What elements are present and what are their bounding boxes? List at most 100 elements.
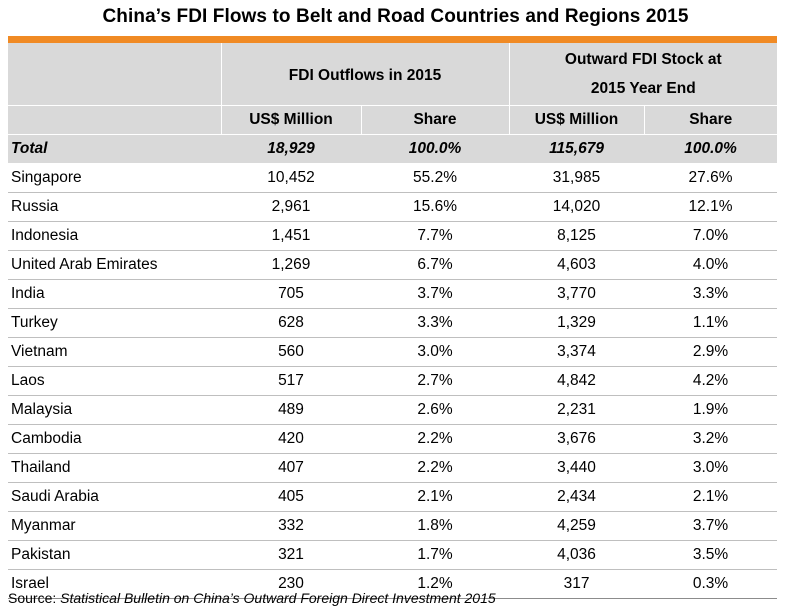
outflow-share-cell: 2.7% [361, 366, 510, 396]
stock-share-cell: 4.0% [644, 250, 778, 280]
table-row: Singapore 10,452 55.2% 31,985 27.6% [8, 163, 778, 193]
total-outflow: 18,929 [221, 134, 361, 164]
country-cell: Vietnam [8, 337, 221, 367]
stock-cell: 31,985 [509, 163, 645, 193]
outflow-share-cell: 3.0% [361, 337, 510, 367]
stock-share-cell: 7.0% [644, 221, 778, 251]
total-outflow-share: 100.0% [361, 134, 510, 164]
outflow-cell: 1,451 [221, 221, 361, 251]
outflow-share-cell: 2.2% [361, 424, 510, 454]
outflow-share-cell: 2.2% [361, 453, 510, 483]
outflow-share-cell: 3.7% [361, 279, 510, 309]
country-cell: Israel [8, 569, 221, 599]
outflow-share-cell: 2.1% [361, 482, 510, 512]
accent-bar [8, 36, 777, 43]
country-cell: Myanmar [8, 511, 221, 541]
stock-share-cell: 0.3% [644, 569, 778, 599]
outflow-cell: 321 [221, 540, 361, 570]
outflow-share-cell: 6.7% [361, 250, 510, 280]
table-row: Myanmar 332 1.8% 4,259 3.7% [8, 511, 778, 541]
country-cell: India [8, 279, 221, 309]
stock-share-cell: 3.2% [644, 424, 778, 454]
table-row: Russia 2,961 15.6% 14,020 12.1% [8, 192, 778, 222]
table-row: Saudi Arabia 405 2.1% 2,434 2.1% [8, 482, 778, 512]
source-label: Source: [8, 590, 61, 606]
stock-cell: 8,125 [509, 221, 645, 251]
stock-cell: 3,374 [509, 337, 645, 367]
header-outflow-share: Share [360, 105, 510, 135]
stock-share-cell: 2.9% [644, 337, 778, 367]
outflow-cell: 332 [221, 511, 361, 541]
outflow-cell: 489 [221, 395, 361, 425]
country-cell: Cambodia [8, 424, 221, 454]
stock-cell: 2,231 [509, 395, 645, 425]
country-cell: Turkey [8, 308, 221, 338]
outflow-cell: 560 [221, 337, 361, 367]
outflow-cell: 407 [221, 453, 361, 483]
table-row: Thailand 407 2.2% 3,440 3.0% [8, 453, 778, 483]
stock-share-cell: 3.3% [644, 279, 778, 309]
table-row: Cambodia 420 2.2% 3,676 3.2% [8, 424, 778, 454]
stock-share-cell: 4.2% [644, 366, 778, 396]
outflow-share-cell: 7.7% [361, 221, 510, 251]
table-row: Pakistan 321 1.7% 4,036 3.5% [8, 540, 778, 570]
outflow-cell: 405 [221, 482, 361, 512]
outflow-cell: 2,961 [221, 192, 361, 222]
stock-cell: 4,259 [509, 511, 645, 541]
country-cell: Malaysia [8, 395, 221, 425]
total-row: Total 18,929 100.0% 115,679 100.0% [8, 134, 778, 164]
stock-share-cell: 2.1% [644, 482, 778, 512]
outflow-cell: 420 [221, 424, 361, 454]
outflow-share-cell: 55.2% [361, 163, 510, 193]
stock-share-cell: 3.7% [644, 511, 778, 541]
table-row: Indonesia 1,451 7.7% 8,125 7.0% [8, 221, 778, 251]
table-row: India 705 3.7% 3,770 3.3% [8, 279, 778, 309]
outflow-cell: 10,452 [221, 163, 361, 193]
total-stock-share: 100.0% [644, 134, 778, 164]
source-title: Statistical Bulletin on China’s Outward … [60, 590, 496, 606]
outflow-share-cell: 1.8% [361, 511, 510, 541]
stock-share-cell: 3.0% [644, 453, 778, 483]
country-cell: United Arab Emirates [8, 250, 221, 280]
header-blank-2 [8, 105, 221, 135]
header-outflow-usd: US$ Million [220, 105, 361, 135]
stock-cell: 1,329 [509, 308, 645, 338]
table-row: Laos 517 2.7% 4,842 4.2% [8, 366, 778, 396]
outflow-share-cell: 3.3% [361, 308, 510, 338]
source-note: Source: Statistical Bulletin on China’s … [8, 590, 496, 606]
stock-share-cell: 27.6% [644, 163, 778, 193]
outflow-share-cell: 1.2% [361, 569, 510, 599]
stock-cell: 3,440 [509, 453, 645, 483]
outflow-cell: 628 [221, 308, 361, 338]
header-stock-usd: US$ Million [508, 105, 645, 135]
country-cell: Pakistan [8, 540, 221, 570]
total-stock: 115,679 [509, 134, 645, 164]
header-fdi-outflows: FDI Outflows in 2015 [220, 43, 510, 106]
country-cell: Laos [8, 366, 221, 396]
table-row: Vietnam 560 3.0% 3,374 2.9% [8, 337, 778, 367]
stock-cell: 4,036 [509, 540, 645, 570]
total-label: Total [8, 134, 221, 164]
stock-cell: 317 [509, 569, 645, 599]
table-row: United Arab Emirates 1,269 6.7% 4,603 4.0% [8, 250, 778, 280]
header-blank [8, 43, 221, 106]
table-row: Malaysia 489 2.6% 2,231 1.9% [8, 395, 778, 425]
table-row: Israel 230 1.2% 317 0.3% [8, 569, 778, 599]
stock-cell: 4,603 [509, 250, 645, 280]
page-title: China’s FDI Flows to Belt and Road Count… [102, 6, 689, 27]
outflow-cell: 230 [221, 569, 361, 599]
stock-cell: 4,842 [509, 366, 645, 396]
header-fdi-stock-line1: Outward FDI Stock at [564, 51, 722, 68]
header-stock-share: Share [643, 105, 778, 135]
stock-cell: 3,770 [509, 279, 645, 309]
stock-cell: 14,020 [509, 192, 645, 222]
stock-share-cell: 1.9% [644, 395, 778, 425]
stock-share-cell: 12.1% [644, 192, 778, 222]
country-cell: Saudi Arabia [8, 482, 221, 512]
stock-share-cell: 1.1% [644, 308, 778, 338]
country-cell: Singapore [8, 163, 221, 193]
outflow-cell: 705 [221, 279, 361, 309]
country-cell: Indonesia [8, 221, 221, 251]
header-fdi-stock: Outward FDI Stock at 2015 Year End [508, 43, 778, 106]
stock-share-cell: 3.5% [644, 540, 778, 570]
